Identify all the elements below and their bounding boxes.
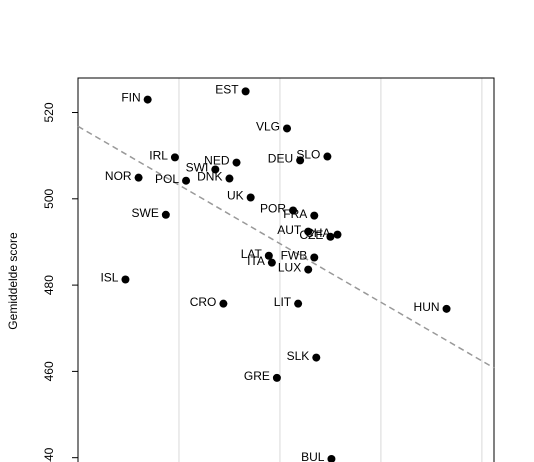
point-label: SLK: [287, 349, 310, 363]
point-label: AUT: [277, 223, 302, 237]
point: [219, 299, 228, 308]
point: [304, 227, 313, 236]
point: [161, 210, 170, 219]
point: [241, 87, 250, 96]
point-label: POR: [260, 202, 286, 216]
point-label: SWE: [132, 206, 159, 220]
point: [289, 206, 298, 215]
point: [283, 124, 292, 133]
point: [246, 193, 255, 202]
point-label: UK: [227, 189, 244, 203]
point: [333, 230, 342, 239]
point-label: ITA: [247, 254, 265, 268]
point: [327, 454, 336, 462]
plot-frame: [77, 77, 495, 462]
point-label: BUL: [301, 450, 325, 462]
point-label: ISL: [100, 271, 118, 285]
point: [296, 156, 305, 165]
point: [267, 258, 276, 267]
point: [143, 95, 152, 104]
point-label: SWI: [186, 161, 209, 175]
point-label: NED: [204, 154, 230, 168]
point-label: HUN: [414, 300, 440, 314]
point: [304, 265, 313, 274]
point: [272, 373, 281, 382]
y-axis-label: Gemiddelde score: [6, 232, 20, 330]
point: [182, 176, 191, 185]
point: [232, 158, 241, 167]
point-label: LAT: [241, 247, 263, 261]
point: [121, 275, 130, 284]
y-tick-label: 500: [42, 188, 56, 208]
point: [264, 251, 273, 260]
point: [326, 232, 335, 241]
point-label: POL: [155, 172, 179, 186]
point-label: CZE: [299, 228, 323, 242]
point-label: FWB: [281, 249, 308, 263]
point-label: NOR: [105, 169, 132, 183]
point: [294, 299, 303, 308]
point-label: LUX: [278, 261, 301, 275]
point: [312, 353, 321, 362]
y-tick-label: 480: [42, 275, 56, 295]
y-tick-label: 520: [42, 102, 56, 122]
point-label: CHA: [305, 226, 330, 240]
point: [323, 152, 332, 161]
point-label: SLO: [296, 148, 320, 162]
point-label: GRE: [244, 369, 270, 383]
y-tick-label: 460: [42, 361, 56, 381]
point: [442, 304, 451, 313]
trend-line: [77, 125, 495, 369]
point: [170, 153, 179, 162]
point-label: DNK: [197, 170, 222, 184]
point-label: CRO: [190, 295, 217, 309]
point: [211, 165, 220, 174]
y-tick-label: 440: [42, 447, 56, 462]
point-label: IRL: [149, 149, 168, 163]
point-label: DEU: [268, 152, 293, 166]
point-label: FRA: [283, 207, 307, 221]
point-label: VLG: [256, 120, 280, 134]
point-label: LIT: [274, 295, 292, 309]
point: [310, 253, 319, 262]
point: [310, 211, 319, 220]
point: [134, 173, 143, 182]
point-label: FIN: [121, 91, 140, 105]
point: [225, 174, 234, 183]
point-label: EST: [215, 83, 239, 97]
